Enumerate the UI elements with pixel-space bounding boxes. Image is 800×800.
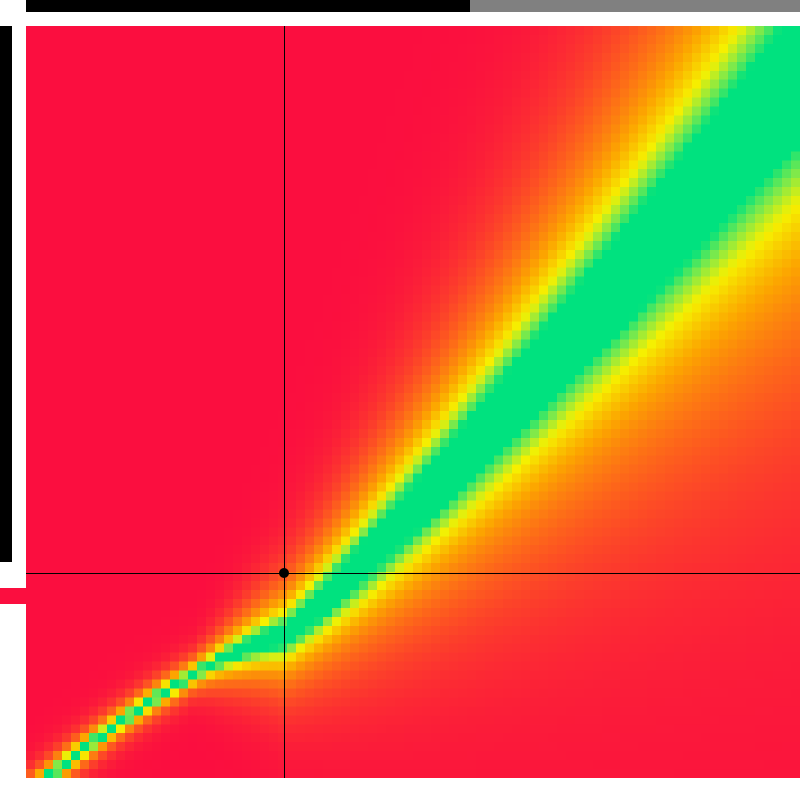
top-bar-black [26, 0, 470, 12]
origin-marker [279, 568, 289, 578]
heatmap-canvas [26, 26, 800, 778]
left-notch [0, 588, 26, 604]
top-bar-gray [470, 0, 800, 12]
chart-stage [0, 0, 800, 800]
x-axis-line [26, 573, 800, 574]
y-axis-line [284, 26, 285, 778]
left-bar-black [0, 26, 12, 562]
